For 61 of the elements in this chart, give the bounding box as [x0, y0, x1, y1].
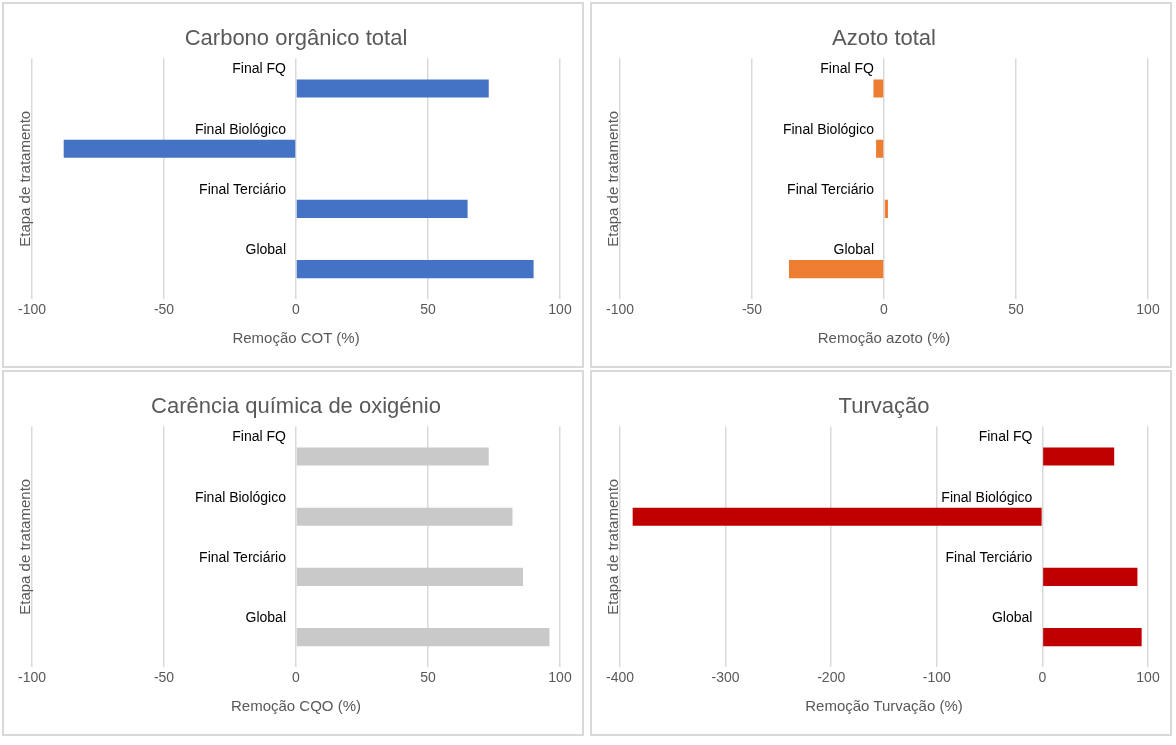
bar	[296, 507, 513, 526]
y-tick-label: Final Biológico	[194, 120, 287, 137]
x-tick-label: 100	[1136, 669, 1160, 686]
x-tick-label: 0	[292, 301, 301, 318]
x-tick-label: 100	[548, 669, 572, 686]
x-tick-label: -50	[153, 301, 175, 318]
y-tick-label: Final Terciário	[787, 180, 875, 197]
x-axis-title: Remoção Turvação (%)	[805, 697, 963, 715]
x-tick-label: 0	[292, 669, 301, 686]
x-axis-title: Remoção azoto (%)	[817, 329, 951, 347]
y-tick-label: Final Terciário	[199, 180, 287, 197]
y-tick-label: Final Terciário	[199, 548, 287, 565]
bar	[296, 628, 550, 647]
bar	[296, 260, 534, 279]
x-axis-title: Remoção CQO (%)	[230, 697, 362, 715]
y-tick-label: Global	[833, 240, 874, 257]
x-tick-label: -200	[817, 669, 846, 686]
x-tick-label: -50	[153, 669, 175, 686]
x-tick-label: -300	[711, 669, 740, 686]
y-tick-label: Final Biológico	[194, 488, 287, 505]
x-tick-label: -400	[605, 669, 635, 686]
bar	[632, 507, 1042, 526]
x-tick-label: 0	[880, 301, 889, 318]
x-tick-label: 100	[548, 301, 572, 318]
y-tick-label: Final FQ	[232, 60, 287, 77]
x-tick-label: -100	[922, 669, 952, 686]
chart-title: Carência química de oxigénio	[151, 393, 441, 419]
x-tick-label: 50	[420, 669, 436, 686]
bar	[1043, 447, 1115, 466]
bar	[296, 567, 524, 586]
y-tick-label: Final FQ	[820, 60, 875, 77]
y-tick-label: Final FQ	[232, 428, 287, 445]
bar	[1043, 628, 1142, 647]
x-tick-label: -100	[17, 669, 47, 686]
y-axis-title: Etapa de tratamento	[604, 478, 622, 615]
y-tick-label: Global	[991, 608, 1033, 625]
y-tick-label: Final Biológico	[782, 120, 875, 137]
y-axis-title: Etapa de tratamento	[16, 110, 34, 247]
chart-title: Carbono orgânico total	[184, 25, 408, 51]
y-tick-label: Final Terciário	[945, 548, 1033, 565]
chart-title: Azoto total	[832, 25, 936, 51]
y-tick-label: Global	[245, 240, 286, 257]
x-tick-label: -100	[605, 301, 635, 318]
y-tick-label: Global	[245, 608, 286, 625]
bar	[1043, 567, 1138, 586]
chart-title: Turvação	[838, 393, 930, 419]
y-tick-label: Final FQ	[978, 428, 1033, 445]
bar	[296, 79, 489, 98]
x-tick-label: -100	[17, 301, 47, 318]
x-tick-label: 0	[1038, 669, 1047, 686]
bar	[296, 447, 489, 466]
y-axis-title: Etapa de tratamento	[16, 478, 34, 615]
x-tick-label: 100	[1136, 301, 1160, 318]
x-axis-title: Remoção COT (%)	[232, 329, 360, 347]
bar	[296, 199, 468, 218]
x-tick-label: -50	[741, 301, 763, 318]
bar	[63, 139, 296, 158]
y-tick-label: Final Biológico	[941, 488, 1033, 505]
x-tick-label: 50	[420, 301, 436, 318]
y-axis-title: Etapa de tratamento	[604, 110, 622, 247]
x-tick-label: 50	[1008, 301, 1024, 318]
